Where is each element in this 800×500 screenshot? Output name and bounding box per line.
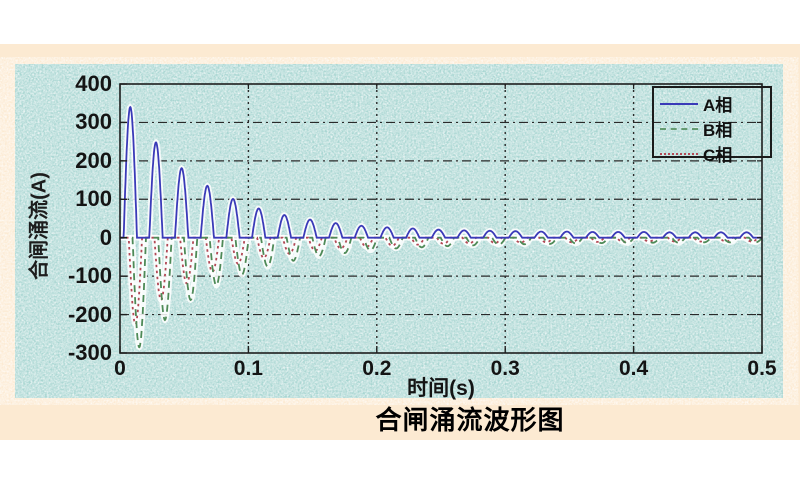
- y-tick-label: 300: [75, 109, 112, 135]
- y-axis-label: 合闸涌流(A): [28, 172, 51, 280]
- phase-c-line-sample: [660, 152, 698, 155]
- y-tick-label: -100: [67, 263, 112, 289]
- phase-b-line-sample: [660, 127, 698, 130]
- x-axis-label: 时间(s): [407, 377, 475, 400]
- y-tick-label: 100: [75, 186, 112, 212]
- y-tick-label: 200: [75, 147, 112, 173]
- waveform-A相: [120, 105, 762, 239]
- legend-label-phase-c: C相: [703, 146, 733, 165]
- legend-entry-phase-a: A相: [660, 91, 764, 116]
- x-tick-label: 0.2: [362, 357, 392, 380]
- legend-label-phase-b: B相: [703, 121, 733, 140]
- y-tick-label: -300: [67, 340, 112, 365]
- legend-entry-phase-c: C相: [660, 141, 764, 166]
- x-tick-label: 0: [114, 357, 126, 380]
- x-tick-label: 0.1: [233, 357, 263, 380]
- legend-entry-phase-b: B相: [660, 116, 764, 141]
- legend-label-phase-a: A相: [703, 96, 733, 115]
- x-tick-label: 0.3: [490, 357, 520, 380]
- y-tick-label: 400: [75, 71, 112, 96]
- x-tick-label: 0.5: [747, 357, 777, 380]
- y-tick-label: -200: [67, 301, 112, 327]
- y-tick-label: 0: [99, 224, 112, 250]
- axes-box: [119, 83, 763, 354]
- phase-a-line-sample: [660, 102, 698, 105]
- figure-caption: 合闸涌流波形图: [375, 405, 565, 435]
- legend: A相 B相 C相: [652, 86, 772, 165]
- x-tick-label: 0.4: [618, 357, 649, 380]
